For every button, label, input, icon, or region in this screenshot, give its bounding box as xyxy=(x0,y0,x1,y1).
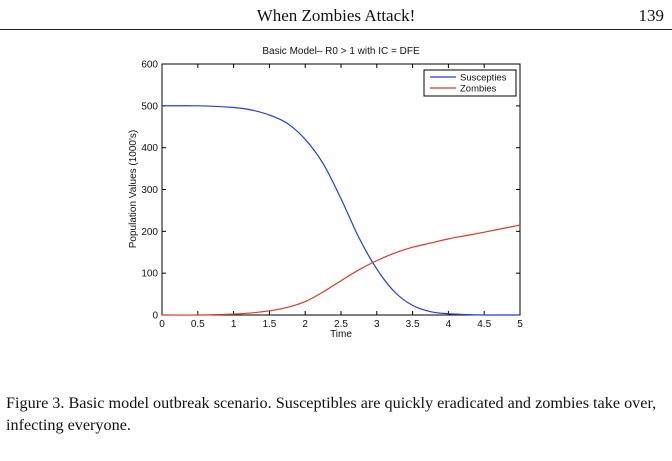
y-tick-label: 400 xyxy=(141,143,158,154)
y-tick-label: 200 xyxy=(141,227,158,238)
x-tick-label: 4.5 xyxy=(477,319,491,330)
x-tick-label: 0 xyxy=(159,319,165,330)
x-tick-label: 3 xyxy=(374,319,380,330)
header-rule xyxy=(0,29,672,30)
page-number: 139 xyxy=(638,6,665,25)
y-tick-label: 0 xyxy=(152,311,158,322)
x-tick-label: 4 xyxy=(446,319,452,330)
y-tick-label: 500 xyxy=(141,101,158,112)
page-header: When Zombies Attack! 139 xyxy=(0,0,672,30)
x-tick-label: 1 xyxy=(231,319,237,330)
x-tick-label: 2.5 xyxy=(334,319,348,330)
plot-frame xyxy=(161,63,521,316)
x-tick-label: 2 xyxy=(302,319,308,330)
x-axis-label: Time xyxy=(330,329,352,340)
y-axis-label: Population Values (1000's) xyxy=(128,130,139,248)
legend-label-suscepties: Suscepties xyxy=(460,73,507,84)
series-line-suscepties xyxy=(161,105,521,316)
figure-caption: Figure 3. Basic model outbreak scenario.… xyxy=(6,394,657,434)
line-chart: Basic Model– R0 > 1 with IC = DFE 0 0.5 1 1… xyxy=(128,46,523,340)
x-tick-label: 1.5 xyxy=(262,319,276,330)
legend-box xyxy=(423,69,517,97)
axes: 0 0.5 1 1.5 2 2.5 3 3.5 4 4.5 5 0 100 200 300 400 500 600 xyxy=(141,60,523,331)
x-tick-label: 3.5 xyxy=(406,319,420,330)
series-layer xyxy=(161,105,521,316)
y-tick-label: 300 xyxy=(141,185,158,196)
running-title: When Zombies Attack! xyxy=(256,6,416,25)
series-line-zombies xyxy=(161,224,521,316)
x-tick-label: 5 xyxy=(517,319,523,330)
legend-label-zombies: Zombies xyxy=(460,84,497,95)
y-tick-label: 100 xyxy=(141,269,158,280)
y-tick-label: 600 xyxy=(141,60,158,71)
x-tick-label: 0.5 xyxy=(191,319,205,330)
chart-title: Basic Model– R0 > 1 with IC = DFE xyxy=(262,46,420,57)
